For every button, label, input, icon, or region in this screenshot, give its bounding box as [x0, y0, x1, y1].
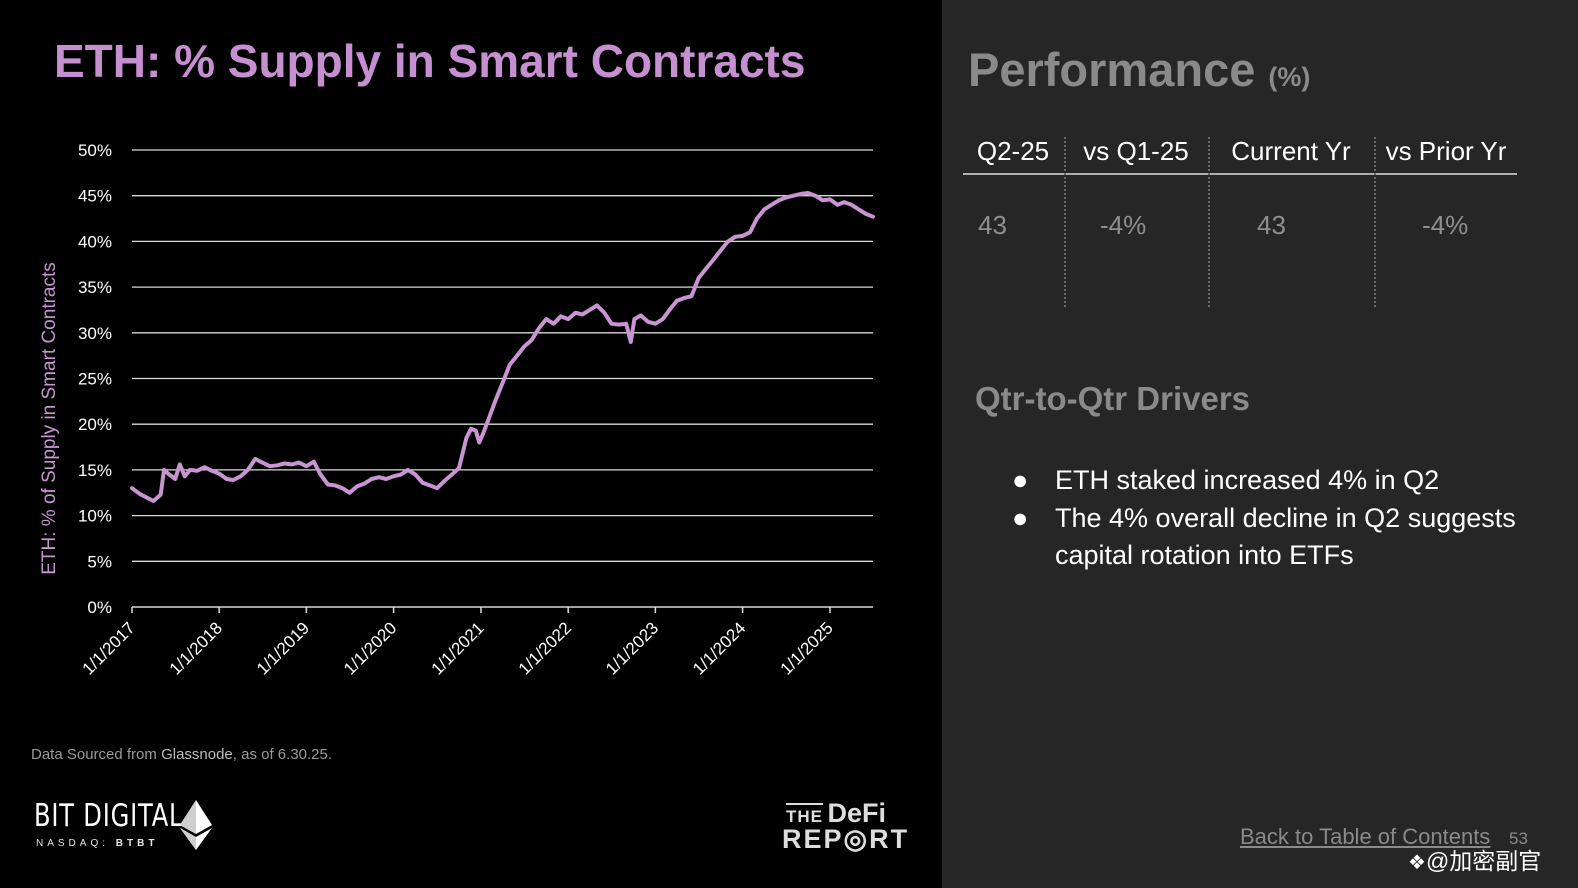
column-header: Current Yr	[1231, 136, 1351, 166]
defi-report-logo: THE DeFi REP◎RT	[780, 796, 910, 856]
y-tick-label: 45%	[78, 187, 112, 206]
x-tick-label: 1/1/2022	[515, 618, 575, 678]
x-tick-label: 1/1/2025	[777, 618, 837, 678]
defi-logo-report: REP◎RT	[782, 824, 910, 854]
column-current-yr: Current Yr 43	[1209, 132, 1373, 307]
y-tick-label: 25%	[78, 370, 112, 389]
performance-title-text: Performance	[968, 43, 1256, 96]
drivers-title: Qtr-to-Qtr Drivers	[975, 380, 1251, 417]
bit-digital-ticker: NASDAQ: BTBT	[36, 838, 158, 849]
source-prefix: Data Sourced from	[31, 746, 162, 763]
x-tick-label: 1/1/2017	[79, 618, 139, 678]
data-source-note: Data Sourced from Glassnode, as of 6.30.…	[31, 746, 332, 763]
defi-logo-the: THE	[786, 803, 823, 826]
ticker-label: BTBT	[115, 838, 159, 849]
column-header: Q2-25	[976, 136, 1050, 166]
defi-logo-defi: DeFi	[827, 798, 886, 828]
exchange-label: NASDAQ:	[36, 838, 116, 849]
y-tick-label: 40%	[78, 232, 112, 251]
x-tick-label: 1/1/2024	[689, 618, 749, 678]
column-header: vs Prior Yr	[1385, 136, 1507, 166]
y-tick-label: 35%	[78, 278, 112, 297]
column-vs-q1-25: vs Q1-25 -4%	[1065, 132, 1207, 307]
source-suffix: , as of 6.30.25.	[232, 746, 333, 763]
bullet-icon: ●	[1012, 465, 1029, 495]
binance-icon: ❖	[1408, 852, 1426, 874]
performance-unit: (%)	[1268, 62, 1311, 92]
x-tick-label: 1/1/2018	[166, 618, 226, 678]
column-divider	[1064, 137, 1066, 307]
defi-logo-top: THE DeFi	[786, 798, 886, 829]
source-name: Glassnode	[161, 746, 233, 763]
x-tick-label: 1/1/2019	[253, 618, 313, 678]
x-tick-label: 1/1/2021	[428, 618, 488, 678]
y-tick-label: 10%	[78, 507, 112, 526]
performance-title: Performance (%)	[968, 42, 1310, 97]
y-tick-label: 15%	[78, 461, 112, 480]
column-value: 43	[978, 210, 1007, 240]
series-line	[130, 191, 875, 503]
back-to-toc-link[interactable]: Back to Table of Contents	[1240, 824, 1491, 849]
watermark: ❖@加密副官	[1408, 842, 1541, 876]
page-number: 53	[1509, 829, 1528, 848]
column-value: -4%	[1422, 210, 1469, 240]
driver-text: The 4% overall decline in Q2 suggests ca…	[1055, 502, 1516, 571]
x-tick-label: 1/1/2020	[340, 618, 400, 678]
column-vs-prior-yr: vs Prior Yr -4%	[1375, 132, 1517, 307]
driver-item: ● ETH staked increased 4% in Q2	[1012, 462, 1552, 500]
line-chart: 0% 5% 10% 15% 20% 25% 30% 35% 40% 45% 50% 1/1/2017 1…	[39, 141, 875, 679]
chart-panel: ETH: % Supply in Smart Contracts 0% 5% 10%…	[31, 35, 910, 856]
bit-digital-name: BIT DIGITAL	[34, 798, 184, 834]
bit-digital-logo: BIT DIGITAL NASDAQ: BTBT	[34, 796, 224, 856]
drivers-list: ● ETH staked increased 4% in Q2 ● The 4% o…	[1012, 462, 1552, 575]
column-header: vs Q1-25	[1083, 136, 1189, 166]
performance-table: Q2-25 43 vs Q1-25 -4% Current Yr 43 vs P…	[963, 132, 1517, 307]
x-tick-label: 1/1/2023	[602, 618, 662, 678]
summary-panel: Performance (%) Q2-25 43 vs Q1-25 -4% Cu…	[942, 0, 1578, 888]
header-divider	[963, 173, 1517, 175]
column-value: -4%	[1100, 210, 1147, 240]
chart-title: ETH: % Supply in Smart Contracts	[54, 35, 806, 87]
y-tick-label: 30%	[78, 324, 112, 343]
y-tick-label: 50%	[78, 141, 112, 160]
ethereum-icon	[180, 800, 212, 850]
column-divider	[1208, 137, 1210, 307]
y-tick-label: 0%	[87, 598, 112, 617]
driver-text: ETH staked increased 4% in Q2	[1055, 465, 1440, 495]
driver-item: ● The 4% overall decline in Q2 suggests c…	[1012, 500, 1552, 575]
watermark-text: @加密副官	[1425, 848, 1542, 874]
y-tick-label: 5%	[87, 552, 112, 571]
bullet-icon: ●	[1012, 502, 1029, 533]
y-axis-title: ETH: % of Supply in Smart Contracts	[39, 262, 60, 575]
column-q2-25: Q2-25 43	[963, 132, 1063, 307]
column-divider	[1374, 137, 1376, 307]
y-tick-label: 20%	[78, 415, 112, 434]
column-value: 43	[1257, 210, 1286, 240]
